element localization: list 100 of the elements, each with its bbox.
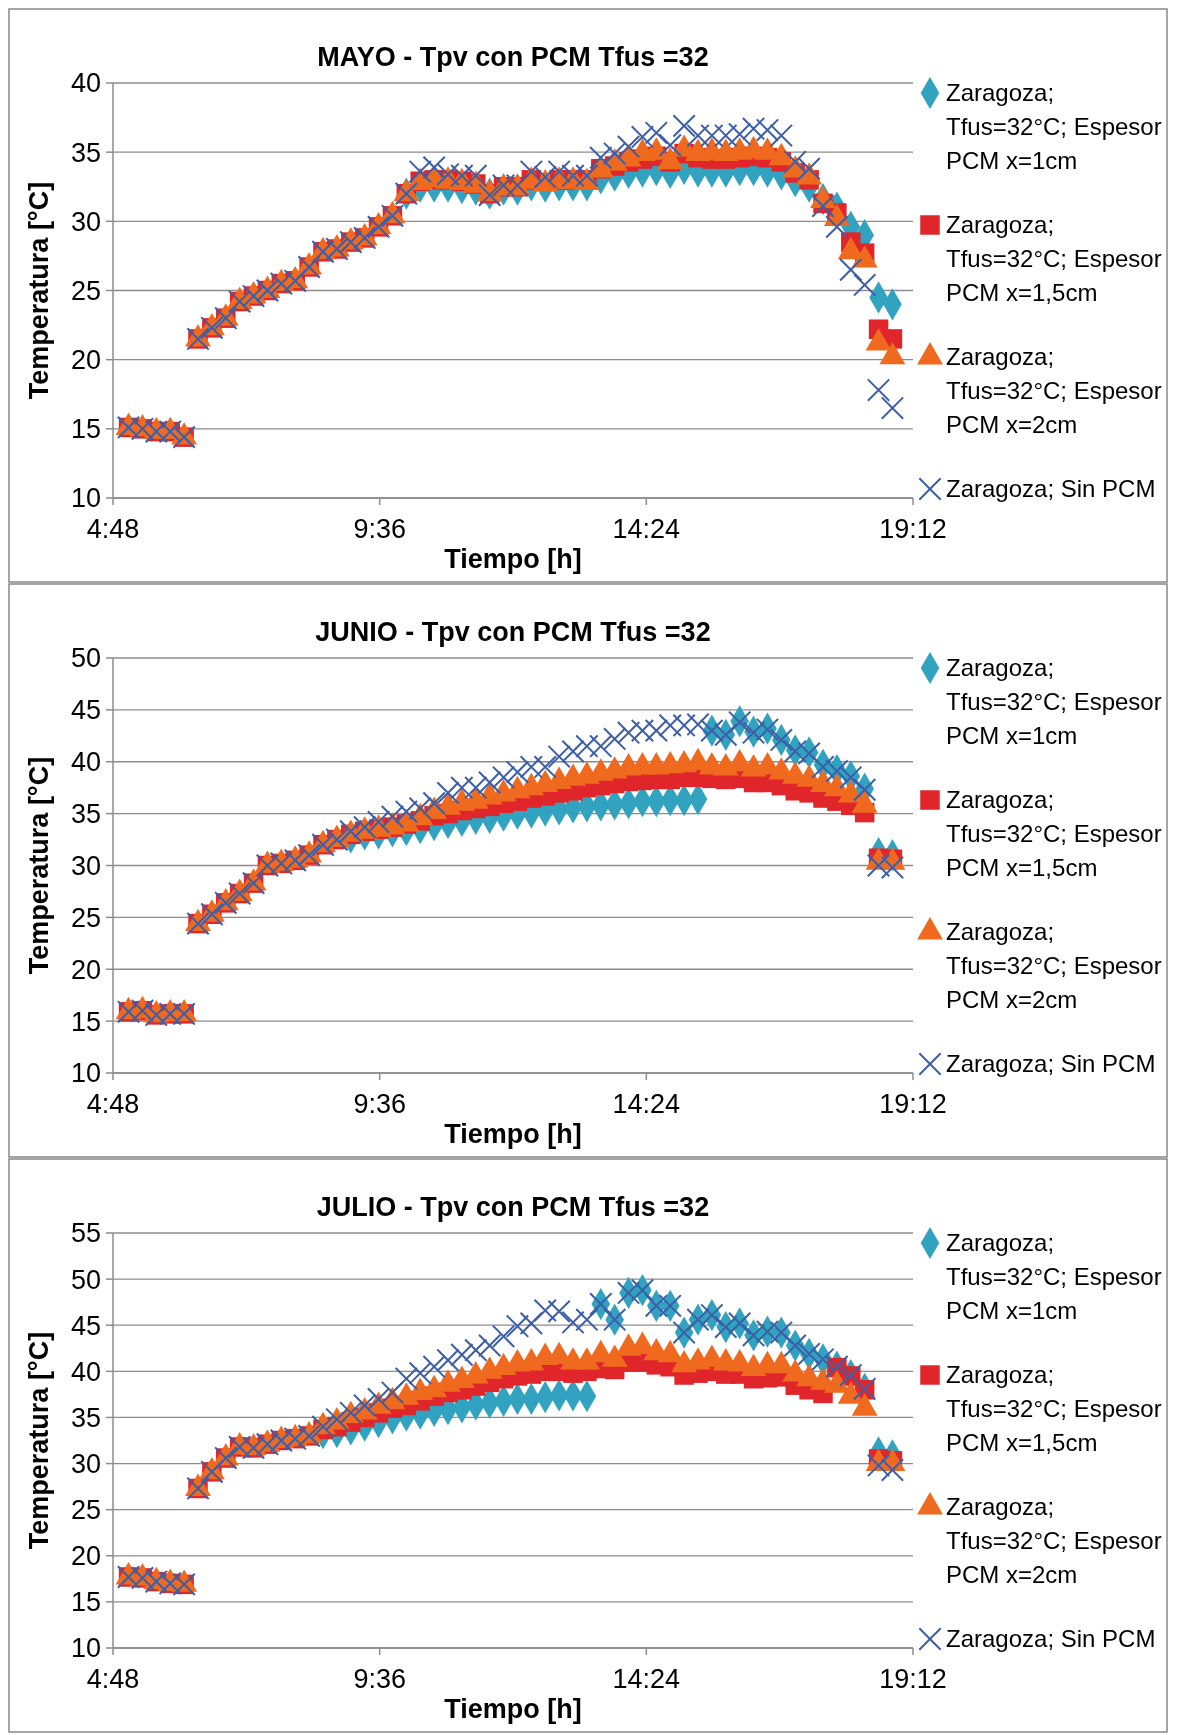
point [797,157,821,181]
point [727,710,752,735]
legend-label: Zaragoza; Tfus=32°C; Espesor PCM x=1cm [946,1229,1162,1325]
y-tick-label: 25 [70,275,101,306]
legend-label: Zaragoza; Tfus=32°C; Espesor PCM x=1cm [946,654,1162,750]
point [755,118,780,142]
point [422,1355,446,1379]
y-tick-label: 55 [70,1218,101,1249]
legend-label: Zaragoza; Tfus=32°C; Espesor PCM x=1,5cm [946,786,1162,882]
point [616,1281,641,1305]
x-tick-label: 4:48 [86,1664,140,1694]
point [436,781,460,805]
point [686,1308,710,1332]
point [464,1338,488,1362]
point [602,727,627,751]
chart-title: JULIO - Tpv con PCM Tfus =32 [316,1192,710,1222]
point [422,155,446,180]
y-tick-label: 30 [70,206,101,237]
point [616,134,641,159]
y-tick-label: 30 [70,1449,101,1480]
y-tick-label: 30 [70,850,101,881]
y-tick-label: 45 [70,695,101,726]
point [783,150,807,174]
x-axis-title: Tiempo [h] [444,544,582,574]
point [505,1314,530,1338]
y-axis-title: Temperatura [°C] [24,181,54,400]
point [491,765,516,789]
point [866,1453,891,1478]
y-tick-label: 50 [70,643,101,674]
y-tick-label: 15 [70,1587,101,1618]
point [839,258,863,282]
point [714,723,738,747]
legend-label: Zaragoza; Tfus=32°C; Espesor PCM x=1cm [946,79,1162,175]
x-tick-label: 14:24 [612,1089,681,1119]
point [880,396,905,420]
point [464,776,488,800]
point [589,1292,613,1316]
x-axis-title: Tiempo [h] [444,1694,582,1724]
point [533,755,557,779]
point [658,713,682,738]
point [797,1342,821,1366]
point [700,123,724,148]
y-tick-label: 10 [70,1633,101,1664]
legend-label: Zaragoza; Sin PCM [946,1050,1156,1078]
y-tick-label: 10 [70,1058,101,1089]
point [686,712,710,737]
point [644,1294,669,1318]
y-tick-label: 10 [70,483,101,514]
y-tick-label: 35 [70,799,101,830]
point [477,1333,502,1358]
point [408,159,432,184]
x-tick-label: 14:24 [612,514,681,544]
point [491,1324,516,1348]
point [630,125,655,149]
legend-label: Zaragoza; Tfus=32°C; Espesor PCM x=2cm [946,918,1162,1014]
point [422,791,446,815]
point [852,273,877,297]
x-tick-label: 9:36 [353,1089,406,1119]
y-tick-label: 45 [70,1310,101,1341]
point [769,123,794,148]
y-tick-label: 15 [70,1006,101,1037]
point [700,1303,724,1327]
x-tick-label: 19:12 [879,514,947,544]
y-tick-label: 35 [70,137,101,168]
point [769,728,794,752]
x-axis-title: Tiempo [h] [444,1119,582,1149]
point [575,734,599,758]
point [394,799,419,824]
point [686,123,710,148]
y-tick-label: 25 [70,902,101,933]
point [408,796,432,821]
point [533,1298,557,1323]
point [852,778,877,802]
point [727,122,752,146]
point [880,855,905,880]
point [519,159,544,184]
point [714,123,738,148]
x-tick-label: 9:36 [353,1664,406,1694]
point [755,717,780,742]
point [880,1458,905,1482]
point [547,159,571,184]
point [644,121,669,145]
point [811,755,835,779]
point [658,1294,682,1318]
point [394,1367,419,1391]
x-tick-label: 14:24 [612,1664,681,1694]
point [380,805,405,829]
point [436,1348,460,1372]
point [519,1311,544,1336]
point [602,1308,627,1332]
point [630,718,655,743]
point [408,1361,432,1385]
point [477,770,502,795]
point [866,853,891,878]
y-axis-title: Temperatura [°C] [24,756,54,975]
point [602,141,627,166]
legend-label: Zaragoza; Tfus=32°C; Espesor PCM x=2cm [946,343,1162,439]
legend-label: Zaragoza; Tfus=32°C; Espesor PCM x=1,5cm [946,211,1162,307]
point [672,114,696,138]
y-tick-label: 40 [70,747,101,778]
